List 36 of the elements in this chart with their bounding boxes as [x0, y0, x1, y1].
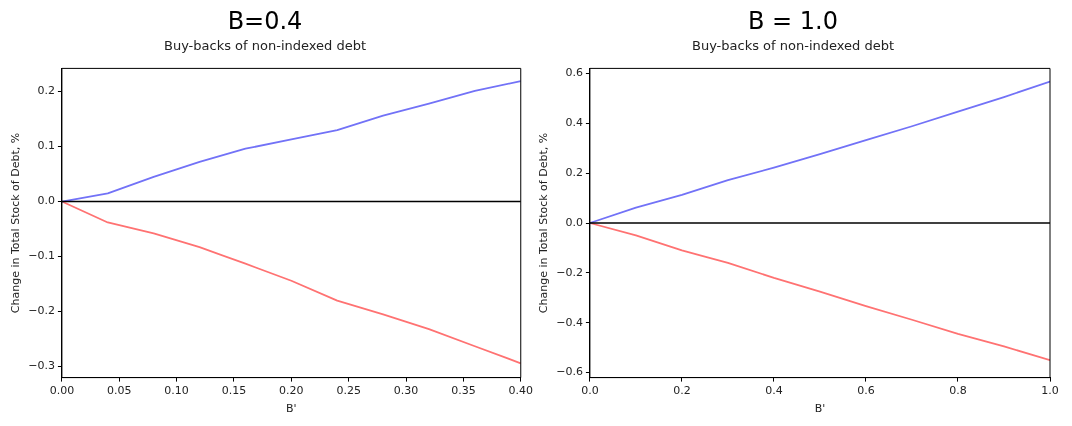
x-tick-label: 0.8: [949, 384, 967, 398]
x-tick-label: 0.0: [581, 384, 599, 398]
x-axis-title: B': [814, 402, 826, 416]
x-tick-label: 1.0: [1041, 384, 1059, 398]
y-tick-label: −0.2: [556, 265, 583, 279]
y-tick-label: 0.4: [565, 116, 583, 130]
y-tick-label: −0.3: [28, 359, 55, 373]
y-tick-label: −0.1: [28, 249, 55, 263]
y-axis-title: Change in Total Stock of Debt, %: [537, 132, 551, 314]
x-tick-label: 0.40: [508, 384, 533, 398]
chart-subtitle: Buy-backs of non-indexed debt: [163, 37, 367, 53]
x-tick-label: 0.6: [857, 384, 875, 398]
chart-title: B̄=0.4: [227, 5, 303, 35]
y-tick-label: −0.4: [556, 315, 583, 329]
x-tick-label: 0.00: [49, 384, 75, 398]
x-tick-label: 0.30: [393, 384, 419, 398]
y-tick-label: 0.0: [37, 194, 55, 208]
x-tick-label: 0.2: [673, 384, 691, 398]
x-tick-label: 0.25: [336, 384, 361, 398]
y-tick-label: 0.1: [37, 139, 55, 153]
y-tick-label: 0.0: [565, 215, 583, 229]
x-tick-label: 0.05: [107, 384, 132, 398]
chart-title: B̄ = 1.0: [748, 5, 838, 35]
x-axis-title: B': [286, 402, 297, 416]
y-tick-label: −0.2: [28, 304, 55, 318]
y-tick-label: 0.2: [565, 165, 583, 179]
x-tick-label: 0.10: [164, 384, 189, 398]
y-tick-label: 0.2: [37, 84, 55, 98]
x-tick-label: 0.15: [221, 384, 247, 398]
x-tick-label: 0.35: [451, 384, 476, 398]
x-tick-label: 0.20: [279, 384, 304, 398]
y-tick-label: −0.6: [556, 365, 583, 379]
y-axis-title: Change in Total Stock of Debt, %: [9, 132, 23, 314]
x-tick-label: 0.4: [765, 384, 783, 398]
chart-subtitle: Buy-backs of non-indexed debt: [691, 37, 895, 53]
y-tick-label: 0.6: [565, 66, 583, 80]
